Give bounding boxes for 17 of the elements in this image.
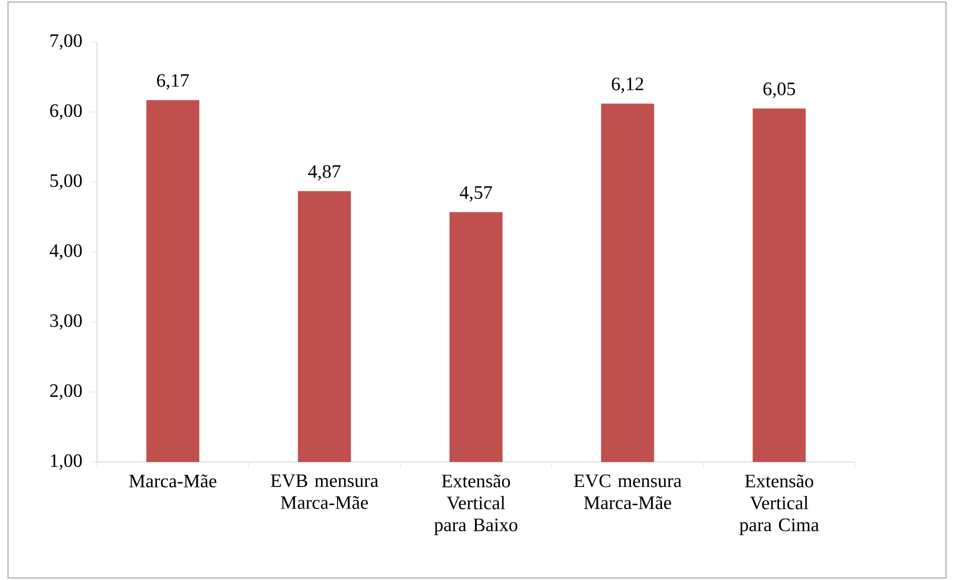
data-label: 6,12 [612, 78, 644, 94]
y-tick-label: 6,00 [50, 104, 82, 120]
data-label: 6,17 [157, 74, 189, 90]
y-tick-label: 4,00 [50, 244, 82, 260]
x-tick-label: Extensão Vertical para Baixo [434, 474, 518, 536]
data-label: 6,05 [763, 82, 796, 98]
y-tick-label: 2,00 [50, 384, 82, 400]
y-tick-label: 1,00 [51, 454, 82, 470]
x-tick-label: Extensão Vertical para Cima [740, 474, 819, 536]
x-tick-label: EVB mensura Marca-Mãe [270, 474, 378, 509]
y-tick-label: 5,00 [50, 174, 82, 190]
x-tick-label: EVC mensura Marca-Mãe [574, 474, 682, 510]
data-label: 4,57 [460, 186, 492, 202]
data-label: 4,87 [308, 165, 340, 181]
y-tick-label: 3,00 [50, 314, 82, 330]
y-tick-label: 7,00 [50, 34, 82, 50]
x-tick-label: Marca-Mãe [129, 474, 216, 488]
